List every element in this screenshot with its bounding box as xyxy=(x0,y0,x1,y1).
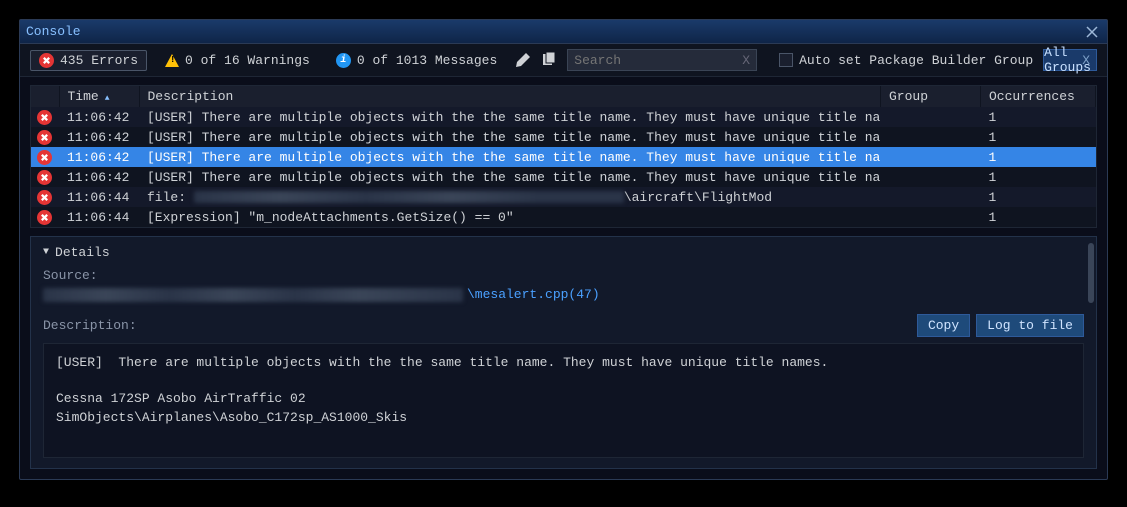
table-row[interactable]: 11:06:44file: \aircraft\FlightMod 1 xyxy=(31,187,1096,207)
error-icon xyxy=(37,210,52,225)
description-text[interactable]: [USER] There are multiple objects with t… xyxy=(43,343,1084,458)
error-icon xyxy=(37,110,52,125)
checkbox-icon[interactable] xyxy=(779,53,793,67)
row-group xyxy=(881,207,981,227)
warnings-count: 0 of 16 Warnings xyxy=(185,53,310,68)
source-label: Source: xyxy=(43,268,1084,283)
close-icon xyxy=(1085,25,1099,39)
search-clear-button[interactable]: X xyxy=(742,53,750,68)
row-time: 11:06:44 xyxy=(59,207,139,227)
source-suffix: \mesalert.cpp(47) xyxy=(467,287,600,302)
row-time: 11:06:44 xyxy=(59,187,139,207)
row-group xyxy=(881,167,981,187)
row-description: [Expression] "m_nodeAttachments.GetSize(… xyxy=(139,207,881,227)
row-time: 11:06:42 xyxy=(59,107,139,127)
log-table: Time Description Group Occurrences 11:06… xyxy=(31,86,1096,227)
copy-button[interactable] xyxy=(541,49,557,71)
error-icon xyxy=(37,170,52,185)
messages-count: 0 of 1013 Messages xyxy=(357,53,497,68)
group-filter-select[interactable]: All Groups X xyxy=(1043,49,1097,71)
row-occurrences: 1 xyxy=(981,167,1096,187)
error-icon xyxy=(37,150,52,165)
table-row[interactable]: 11:06:42[USER] There are multiple object… xyxy=(31,127,1096,147)
table-row[interactable]: 11:06:44 [Expression] "m_nodeAttachments… xyxy=(31,207,1096,227)
col-header-time[interactable]: Time xyxy=(59,86,139,107)
row-icon-cell xyxy=(31,127,59,147)
window-title: Console xyxy=(26,24,1083,39)
redacted-text xyxy=(194,191,624,203)
row-occurrences: 1 xyxy=(981,207,1096,227)
col-header-occurrences[interactable]: Occurrences xyxy=(981,86,1096,107)
row-time: 11:06:42 xyxy=(59,167,139,187)
group-filter-clear[interactable]: X xyxy=(1082,53,1090,68)
row-description: [USER] There are multiple objects with t… xyxy=(139,127,881,147)
row-description: [USER] There are multiple objects with t… xyxy=(139,107,881,127)
errors-filter-chip[interactable]: 435 Errors xyxy=(30,50,147,71)
col-header-group[interactable]: Group xyxy=(881,86,981,107)
details-panel: ▼ Details Source: \mesalert.cpp(47) Desc… xyxy=(30,236,1097,469)
row-icon-cell xyxy=(31,107,59,127)
auto-set-label: Auto set Package Builder Group xyxy=(799,53,1033,68)
search-box[interactable]: X xyxy=(567,49,757,71)
row-occurrences: 1 xyxy=(981,127,1096,147)
toolbar: 435 Errors 0 of 16 Warnings i 0 of 1013 … xyxy=(20,44,1107,77)
error-icon xyxy=(39,53,54,68)
row-group xyxy=(881,147,981,167)
copy-description-button[interactable]: Copy xyxy=(917,314,970,337)
warnings-filter-chip[interactable]: 0 of 16 Warnings xyxy=(157,51,318,70)
collapse-icon: ▼ xyxy=(43,247,49,258)
row-icon-cell xyxy=(31,207,59,227)
description-label: Description: xyxy=(43,318,137,333)
row-time: 11:06:42 xyxy=(59,147,139,167)
error-icon xyxy=(37,190,52,205)
row-occurrences: 1 xyxy=(981,187,1096,207)
description-row: Description: Copy Log to file xyxy=(43,314,1084,337)
description-buttons: Copy Log to file xyxy=(917,314,1084,337)
pencil-icon xyxy=(515,52,531,68)
row-time: 11:06:42 xyxy=(59,127,139,147)
close-button[interactable] xyxy=(1083,23,1101,41)
row-group xyxy=(881,127,981,147)
row-occurrences: 1 xyxy=(981,147,1096,167)
log-table-wrap: Time Description Group Occurrences 11:06… xyxy=(30,85,1097,228)
table-row[interactable]: 11:06:42[USER] There are multiple object… xyxy=(31,107,1096,127)
redacted-path xyxy=(43,288,463,302)
info-icon: i xyxy=(336,53,351,68)
search-input[interactable] xyxy=(574,53,742,68)
row-description: file: \aircraft\FlightMod xyxy=(139,187,881,207)
row-group xyxy=(881,187,981,207)
row-icon-cell xyxy=(31,167,59,187)
console-window: Console 435 Errors 0 of 16 Warnings i 0 … xyxy=(19,19,1108,480)
copy-icon xyxy=(541,52,557,68)
edit-button[interactable] xyxy=(515,49,531,71)
table-header-row: Time Description Group Occurrences xyxy=(31,86,1096,107)
error-icon xyxy=(37,130,52,145)
messages-filter-chip[interactable]: i 0 of 1013 Messages xyxy=(328,51,505,70)
scrollbar[interactable] xyxy=(1088,243,1094,303)
col-header-description[interactable]: Description xyxy=(139,86,881,107)
row-occurrences: 1 xyxy=(981,107,1096,127)
details-header[interactable]: ▼ Details xyxy=(43,245,1084,260)
row-group xyxy=(881,107,981,127)
warning-icon xyxy=(165,54,179,67)
errors-count: 435 Errors xyxy=(60,53,138,68)
row-icon-cell xyxy=(31,147,59,167)
auto-set-checkbox-row[interactable]: Auto set Package Builder Group xyxy=(779,53,1033,68)
table-row[interactable]: 11:06:42[USER] There are multiple object… xyxy=(31,167,1096,187)
log-to-file-button[interactable]: Log to file xyxy=(976,314,1084,337)
source-path[interactable]: \mesalert.cpp(47) xyxy=(43,287,1084,302)
row-icon-cell xyxy=(31,187,59,207)
row-description: [USER] There are multiple objects with t… xyxy=(139,147,881,167)
col-header-icon[interactable] xyxy=(31,86,59,107)
details-title: Details xyxy=(55,245,110,260)
titlebar: Console xyxy=(20,20,1107,44)
row-description: [USER] There are multiple objects with t… xyxy=(139,167,881,187)
table-row[interactable]: 11:06:42[USER] There are multiple object… xyxy=(31,147,1096,167)
